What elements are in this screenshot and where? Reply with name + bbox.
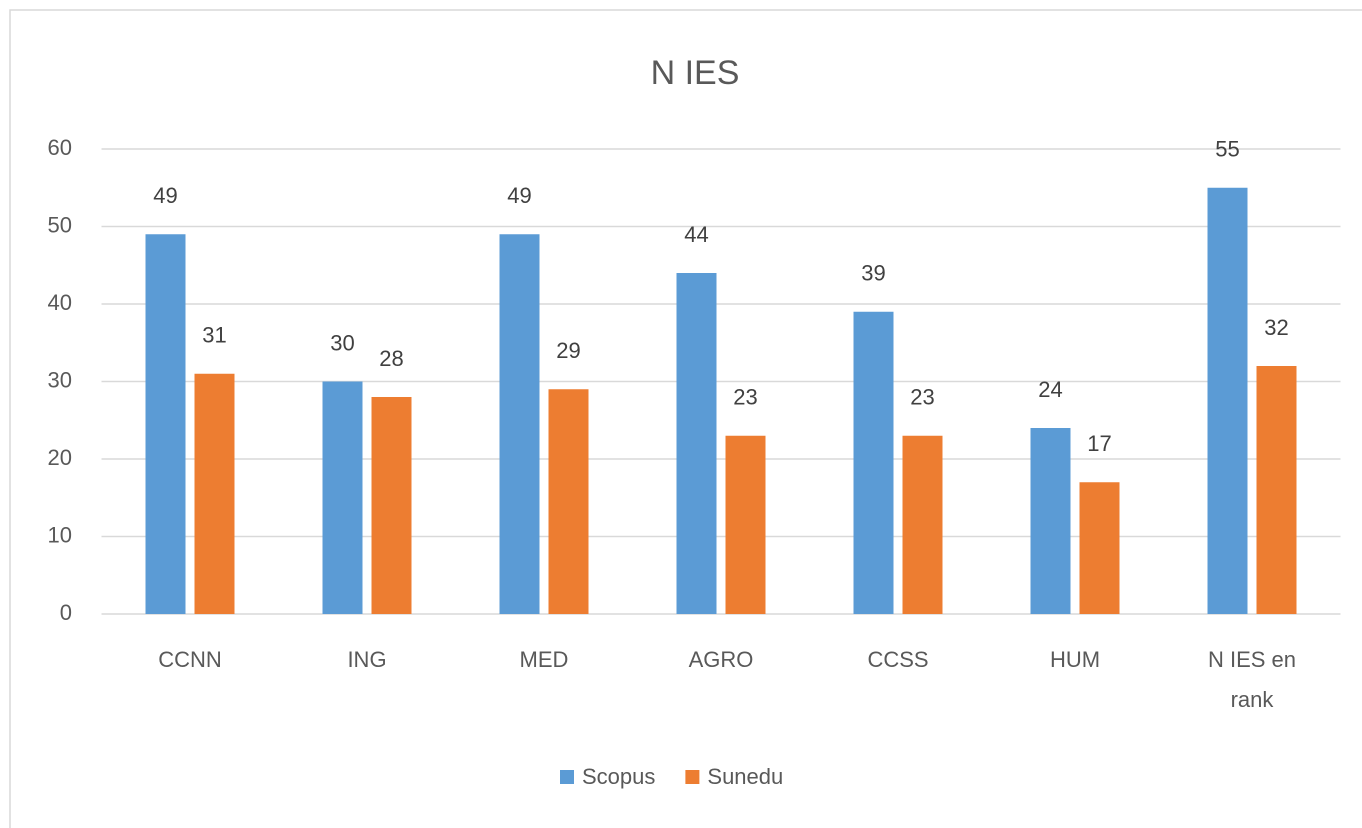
data-label: 49 [153, 183, 177, 208]
x-tick-label: AGRO [688, 647, 754, 672]
bar [853, 311, 894, 614]
chart-title: N IES [651, 54, 740, 92]
data-label: 28 [379, 346, 403, 371]
y-tick-label: 20 [48, 445, 72, 470]
data-label: 29 [556, 338, 580, 363]
data-label: 32 [1264, 315, 1288, 340]
y-tick-label: 60 [48, 135, 72, 160]
y-tick-label: 50 [48, 212, 72, 237]
data-label: 23 [733, 385, 757, 410]
bar [499, 234, 540, 614]
legend-swatch [685, 770, 700, 784]
y-tick-label: 30 [48, 367, 72, 392]
x-tick-label: HUM [1049, 647, 1101, 672]
data-label: 23 [910, 385, 934, 410]
data-label: 49 [507, 183, 531, 208]
bar [902, 435, 943, 614]
bar [676, 273, 717, 614]
bar [725, 435, 766, 614]
bar [322, 381, 363, 614]
y-tick-label: 10 [48, 522, 72, 547]
bar [1207, 187, 1248, 614]
data-label: 17 [1087, 431, 1111, 456]
data-label: 44 [684, 222, 708, 247]
x-tick-label: CCNN [158, 647, 222, 672]
x-tick-label: CCSS [867, 647, 929, 672]
bar [371, 397, 412, 614]
bar [1256, 366, 1297, 614]
data-label: 39 [861, 261, 885, 286]
legend-label: Scopus [582, 764, 655, 789]
y-tick-label: 40 [48, 290, 72, 315]
x-tick-label: MED [519, 647, 569, 672]
data-label: 30 [330, 330, 354, 355]
legend-swatch [560, 770, 574, 784]
legend-label: Sunedu [707, 764, 783, 789]
x-tick-label: N IES en rank [1207, 647, 1297, 712]
y-tick-label: 0 [60, 600, 72, 625]
bar [1079, 482, 1120, 614]
data-label: 31 [202, 323, 226, 348]
data-label: 55 [1215, 137, 1239, 162]
bar [548, 389, 589, 614]
bar [1030, 428, 1071, 614]
bar [194, 373, 235, 614]
x-tick-label: ING [347, 647, 387, 672]
bar [145, 234, 186, 614]
data-label: 24 [1038, 377, 1062, 402]
